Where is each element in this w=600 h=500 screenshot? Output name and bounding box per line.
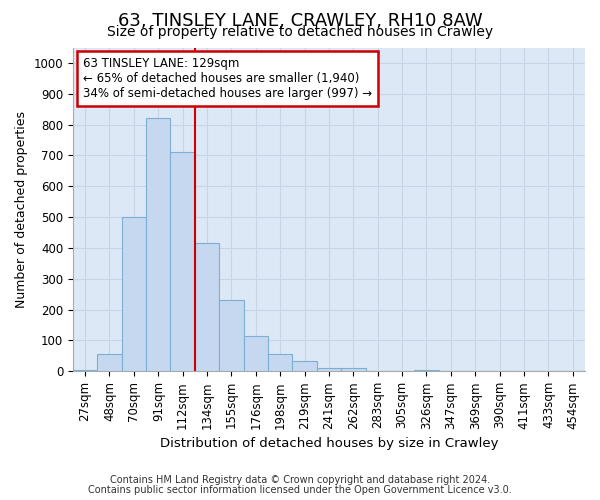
X-axis label: Distribution of detached houses by size in Crawley: Distribution of detached houses by size … (160, 437, 498, 450)
Bar (244, 336, 268, 372)
Text: Size of property relative to detached houses in Crawley: Size of property relative to detached ho… (107, 25, 493, 39)
Bar (341, 368, 365, 372)
Bar (146, 118, 170, 372)
Bar (268, 354, 292, 372)
Y-axis label: Number of detached properties: Number of detached properties (15, 111, 28, 308)
Text: Contains HM Land Registry data © Crown copyright and database right 2024.: Contains HM Land Registry data © Crown c… (110, 475, 490, 485)
Bar (97, 354, 122, 372)
Bar (73, 370, 97, 372)
Bar (122, 217, 146, 372)
Text: 63 TINSLEY LANE: 129sqm
← 65% of detached houses are smaller (1,940)
34% of semi: 63 TINSLEY LANE: 129sqm ← 65% of detache… (83, 57, 372, 100)
Text: Contains public sector information licensed under the Open Government Licence v3: Contains public sector information licen… (88, 485, 512, 495)
Bar (219, 300, 244, 372)
Bar (170, 152, 195, 372)
Bar (292, 360, 317, 372)
Bar (195, 244, 219, 372)
Bar (415, 370, 439, 372)
Text: 63, TINSLEY LANE, CRAWLEY, RH10 8AW: 63, TINSLEY LANE, CRAWLEY, RH10 8AW (118, 12, 482, 30)
Bar (317, 368, 341, 372)
